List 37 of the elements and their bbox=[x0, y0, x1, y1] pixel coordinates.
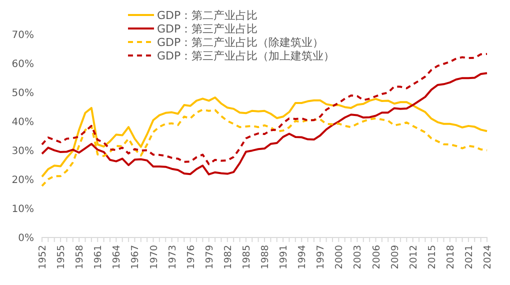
y-tick-label: 40% bbox=[12, 117, 34, 128]
y-tick-label: 30% bbox=[12, 146, 34, 157]
x-tick-label: 1997 bbox=[316, 245, 327, 270]
x-tick-label: 1958 bbox=[74, 245, 86, 270]
x-tick-label: 2015 bbox=[426, 245, 438, 270]
y-tick-label: 70% bbox=[12, 30, 34, 41]
x-tick-label: 1979 bbox=[204, 245, 216, 270]
y-tick-label: 60% bbox=[12, 59, 34, 70]
x-tick-label: 2012 bbox=[408, 245, 420, 270]
x-tick-label: 1976 bbox=[186, 245, 197, 270]
legend-label: GDP：第二产业占比（除建筑业） bbox=[157, 36, 324, 49]
x-tick-label: 1955 bbox=[56, 245, 68, 270]
y-tick-label: 10% bbox=[12, 204, 34, 215]
y-tick-label: 0% bbox=[18, 233, 34, 244]
x-tick-label: 2018 bbox=[445, 245, 456, 270]
x-tick-label: 1952 bbox=[38, 245, 48, 270]
x-tick-label: 1970 bbox=[148, 245, 160, 270]
x-tick-label: 1973 bbox=[167, 245, 178, 270]
x-tick-label: 2003 bbox=[352, 245, 364, 270]
x-tick-label: 1985 bbox=[241, 245, 252, 270]
x-tick-label: 2024 bbox=[482, 245, 494, 270]
x-tick-label: 1961 bbox=[93, 245, 104, 270]
y-tick-label: 50% bbox=[12, 88, 34, 99]
x-tick-label: 2000 bbox=[334, 245, 346, 270]
x-tick-label: 2009 bbox=[390, 245, 401, 270]
x-tick-label: 2006 bbox=[371, 245, 382, 270]
y-tick-label: 20% bbox=[12, 175, 34, 186]
x-tick-label: 1967 bbox=[130, 245, 142, 270]
x-tick-label: 1991 bbox=[278, 245, 290, 270]
legend-label: GDP：第二产业占比 bbox=[157, 9, 258, 22]
x-tick-label: 1988 bbox=[260, 245, 271, 270]
x-tick-label: 1982 bbox=[222, 245, 234, 270]
x-tick-label: 1994 bbox=[297, 245, 308, 270]
x-tick-label: 1964 bbox=[112, 245, 123, 270]
x-tick-label: 2021 bbox=[464, 245, 475, 270]
legend-label: GDP：第三产业占比 bbox=[157, 22, 258, 36]
legend-label: GDP：第三产业占比（加上建筑业） bbox=[157, 50, 335, 62]
